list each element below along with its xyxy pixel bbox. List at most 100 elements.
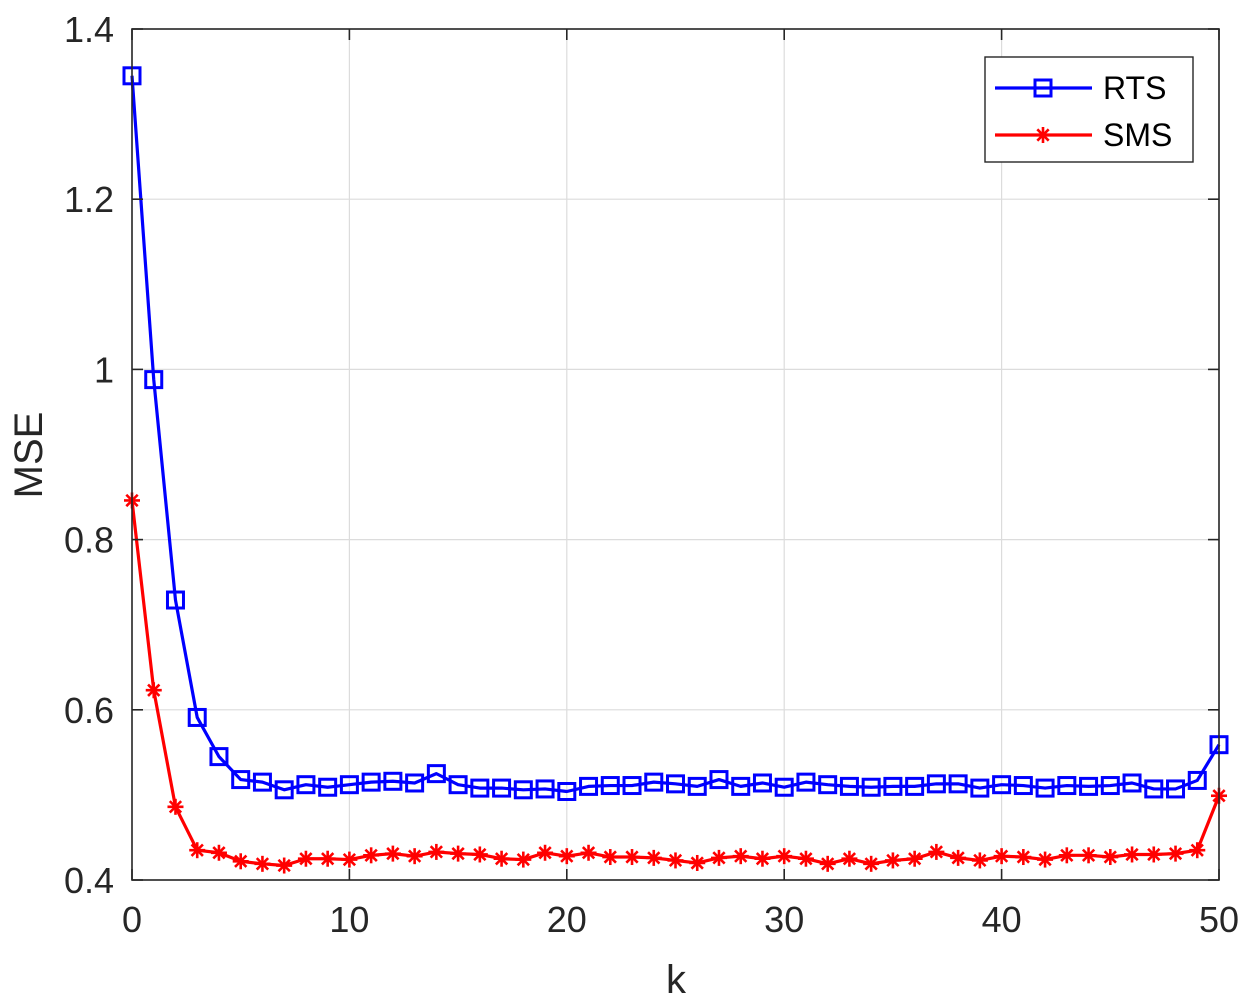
sms-point bbox=[515, 851, 532, 868]
sms-point bbox=[710, 849, 727, 866]
sms-point bbox=[624, 849, 641, 866]
rts-point bbox=[1187, 770, 1207, 790]
sms-point bbox=[645, 849, 662, 866]
sms-point bbox=[558, 848, 575, 865]
legend-marker-rts bbox=[1033, 78, 1053, 98]
y-tick-label: 0.6 bbox=[64, 690, 114, 731]
sms-point bbox=[863, 855, 880, 872]
x-tick-label: 20 bbox=[547, 899, 587, 940]
sms-point bbox=[319, 850, 336, 867]
sms-point bbox=[667, 852, 684, 869]
rts-point bbox=[883, 776, 903, 796]
sms-point bbox=[363, 847, 380, 864]
plot-frame bbox=[131, 28, 1220, 881]
rts-point bbox=[405, 773, 425, 793]
x-tick-label: 50 bbox=[1199, 899, 1239, 940]
sms-point bbox=[1037, 851, 1054, 868]
rts-point bbox=[687, 776, 707, 796]
rts-point bbox=[948, 774, 968, 794]
sms-point bbox=[1102, 849, 1119, 866]
sms-point bbox=[732, 848, 749, 865]
rts-point bbox=[709, 770, 729, 790]
sms-point bbox=[428, 843, 445, 860]
rts-point bbox=[1079, 776, 1099, 796]
rts-point bbox=[579, 776, 599, 796]
sms-point bbox=[210, 844, 227, 861]
rts-point bbox=[774, 777, 794, 797]
rts-point bbox=[1144, 779, 1164, 799]
x-tick-labels: 0 10 20 30 40 50 bbox=[122, 899, 1239, 940]
sms-point bbox=[189, 842, 206, 859]
x-tick-label: 0 bbox=[122, 899, 142, 940]
sms-point bbox=[1189, 842, 1206, 859]
rts-point bbox=[905, 776, 925, 796]
rts-point bbox=[861, 777, 881, 797]
tick-marks bbox=[131, 28, 1220, 881]
rts-point bbox=[1166, 779, 1186, 799]
rts-point bbox=[970, 778, 990, 798]
x-tick-label: 40 bbox=[982, 899, 1022, 940]
rts-point bbox=[187, 707, 207, 727]
sms-point bbox=[884, 852, 901, 869]
rts-point bbox=[165, 590, 185, 610]
sms-point bbox=[167, 798, 184, 815]
rts-point bbox=[557, 781, 577, 801]
y-tick-label: 0.8 bbox=[64, 520, 114, 561]
rts-point bbox=[318, 777, 338, 797]
legend-entry-sms: SMS bbox=[995, 117, 1172, 153]
rts-point bbox=[339, 775, 359, 795]
rts-point bbox=[535, 779, 555, 799]
rts-point bbox=[296, 775, 316, 795]
rts-point bbox=[1100, 776, 1120, 796]
rts-point bbox=[209, 747, 229, 767]
rts-point bbox=[644, 772, 664, 792]
rts-point bbox=[796, 772, 816, 792]
sms-point bbox=[406, 848, 423, 865]
x-tick-label: 30 bbox=[764, 899, 804, 940]
sms-point bbox=[602, 849, 619, 866]
sms-point bbox=[254, 855, 271, 872]
legend: RTS SMS bbox=[984, 56, 1194, 163]
sms-point bbox=[797, 850, 814, 867]
rts-point bbox=[926, 774, 946, 794]
rts-point bbox=[1122, 773, 1142, 793]
rts-point bbox=[383, 771, 403, 791]
rts-point bbox=[818, 775, 838, 795]
rts-point bbox=[1057, 776, 1077, 796]
rts-point bbox=[1035, 778, 1055, 798]
sms-point bbox=[1124, 846, 1141, 863]
rts-point bbox=[513, 780, 533, 800]
series-layer bbox=[122, 66, 1229, 874]
rts-point bbox=[252, 772, 272, 792]
legend-entry-rts: RTS bbox=[995, 70, 1166, 106]
sms-point bbox=[689, 854, 706, 871]
x-tick-label: 10 bbox=[329, 899, 369, 940]
legend-box bbox=[984, 56, 1194, 163]
sms-point bbox=[276, 857, 293, 874]
rts-point bbox=[426, 764, 446, 784]
rts-point bbox=[622, 776, 642, 796]
sms-point bbox=[928, 843, 945, 860]
rts-point bbox=[600, 776, 620, 796]
rts-point bbox=[144, 370, 164, 390]
sms-point bbox=[1167, 845, 1184, 862]
sms-point bbox=[384, 845, 401, 862]
sms-point bbox=[297, 850, 314, 867]
rts-point bbox=[1013, 776, 1033, 796]
plot-area bbox=[132, 29, 1219, 880]
rts-point bbox=[231, 770, 251, 790]
sms-point bbox=[1015, 849, 1032, 866]
legend-marker-sms bbox=[1035, 127, 1051, 143]
legend-label-rts: RTS bbox=[1103, 70, 1166, 106]
rts-point bbox=[470, 778, 490, 798]
grid-lines bbox=[131, 28, 1220, 881]
sms-point bbox=[1145, 846, 1162, 863]
sms-point bbox=[580, 844, 597, 861]
y-tick-labels: 0.4 0.6 0.8 1 1.2 1.4 bbox=[64, 9, 114, 901]
rts-point bbox=[731, 776, 751, 796]
rts-point bbox=[361, 772, 381, 792]
sms-point bbox=[1080, 847, 1097, 864]
y-tick-label: 0.4 bbox=[64, 860, 114, 901]
rts-point bbox=[992, 775, 1012, 795]
sms-point bbox=[971, 852, 988, 869]
